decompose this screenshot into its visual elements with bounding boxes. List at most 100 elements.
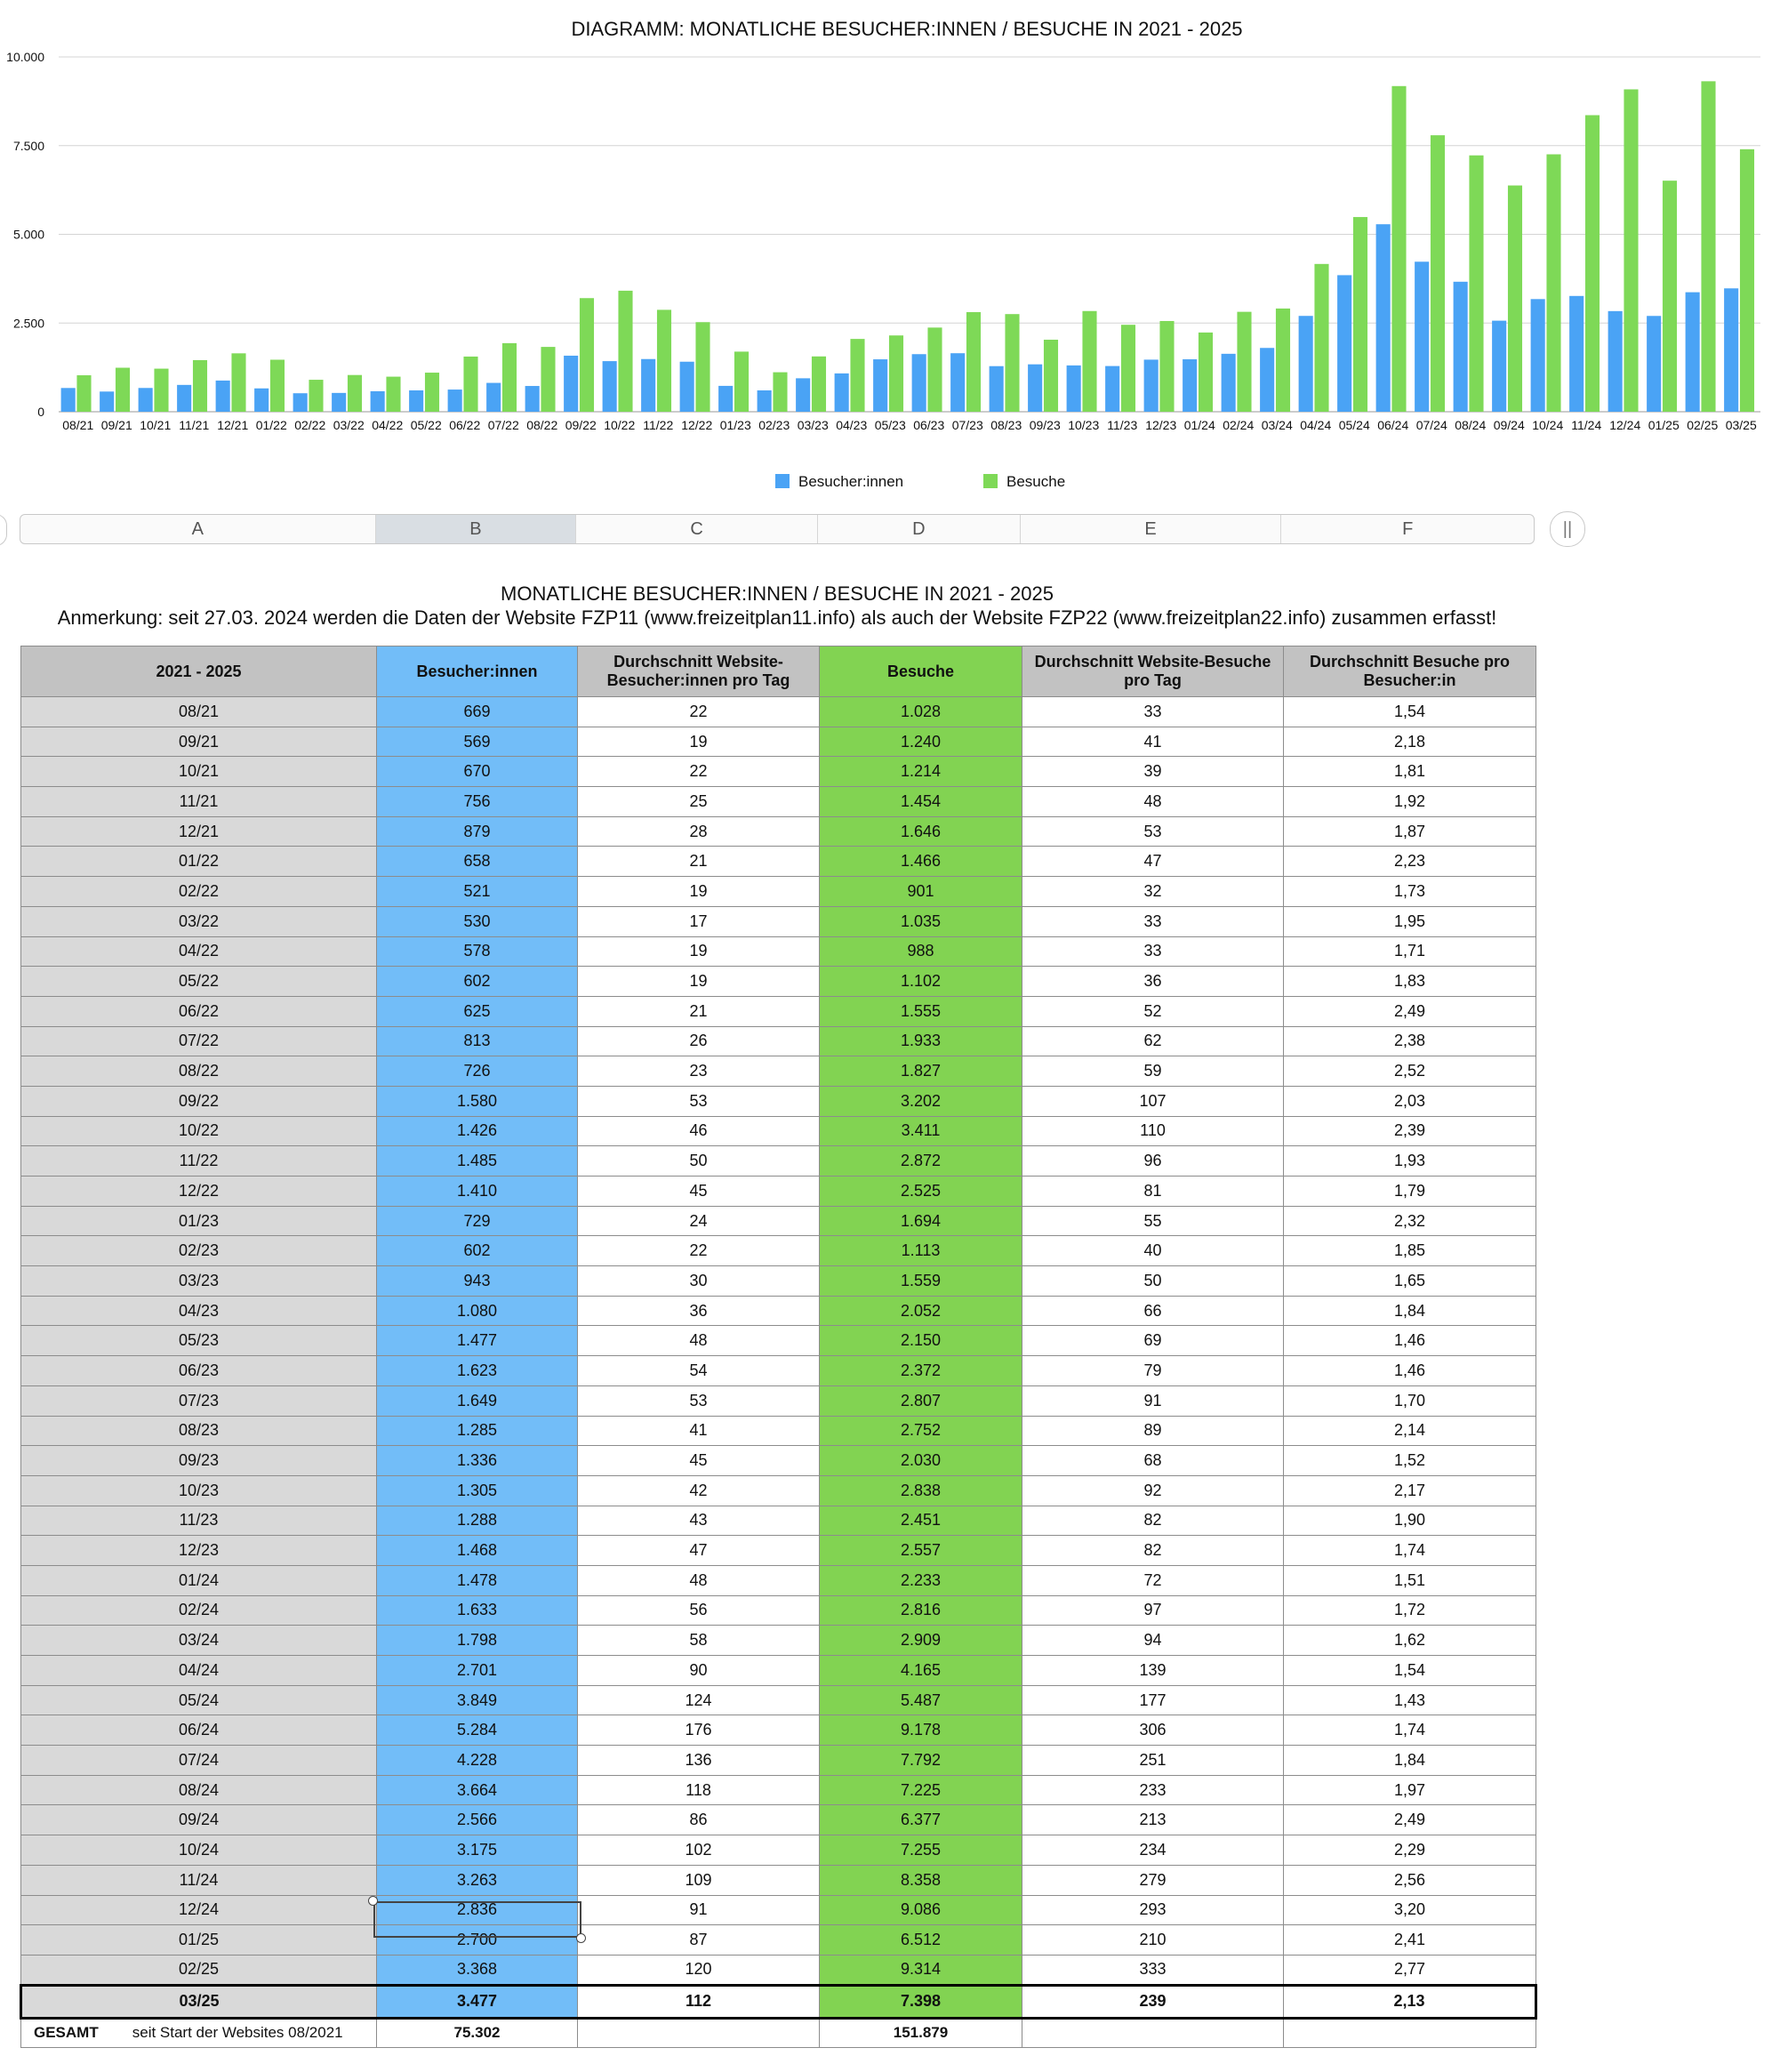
table-cell[interactable]: 17 (577, 905, 820, 937)
table-cell[interactable]: 1,74 (1283, 1715, 1536, 1747)
table-cell[interactable]: 46 (577, 1115, 820, 1147)
table-cell[interactable]: 07/22 (20, 1025, 377, 1057)
column-header-col-f[interactable]: Durchschnitt Besuche pro Besucher:in (1283, 646, 1536, 697)
table-cell[interactable]: 1,84 (1283, 1295, 1536, 1327)
table-cell[interactable]: 2,49 (1283, 995, 1536, 1027)
table-cell[interactable]: 05/22 (20, 966, 377, 997)
table-cell[interactable]: 12/22 (20, 1176, 377, 1207)
table-cell[interactable]: 1,87 (1283, 815, 1536, 847)
table-cell[interactable]: 1,54 (1283, 696, 1536, 727)
table-cell[interactable]: 234 (1022, 1835, 1284, 1866)
table-cell[interactable]: 5.487 (819, 1684, 1022, 1716)
table-cell[interactable]: 01/25 (20, 1924, 377, 1956)
table-cell[interactable]: 9.086 (819, 1894, 1022, 1926)
table-cell[interactable]: 2,29 (1283, 1835, 1536, 1866)
table-cell[interactable]: 107 (1022, 1085, 1284, 1117)
table-cell[interactable]: 1.410 (376, 1176, 578, 1207)
table-cell[interactable]: 2,17 (1283, 1474, 1536, 1506)
table-cell[interactable]: 01/22 (20, 846, 377, 878)
table-cell[interactable]: 1.933 (819, 1025, 1022, 1057)
table-cell[interactable]: 82 (1022, 1505, 1284, 1537)
table-cell[interactable]: 12/23 (20, 1535, 377, 1566)
table-cell[interactable]: 1,90 (1283, 1505, 1536, 1537)
table-cell[interactable]: 1,74 (1283, 1535, 1536, 1566)
table-cell[interactable]: 03/25 (20, 1983, 377, 2020)
selection-handle-bottom-right[interactable] (576, 1933, 586, 1943)
table-cell[interactable]: 22 (577, 696, 820, 727)
table-cell[interactable]: 30 (577, 1265, 820, 1297)
table-cell[interactable]: 11/24 (20, 1864, 377, 1896)
table-cell[interactable]: 03/24 (20, 1625, 377, 1656)
table-cell[interactable]: 1,51 (1283, 1564, 1536, 1596)
table-cell[interactable]: 2.030 (819, 1445, 1022, 1476)
table-cell[interactable]: 10/22 (20, 1115, 377, 1147)
total-besuche[interactable]: 151.879 (819, 2017, 1022, 2048)
table-cell[interactable]: 9.314 (819, 1954, 1022, 1986)
table-cell[interactable]: 756 (376, 786, 578, 817)
table-cell[interactable]: 4.228 (376, 1745, 578, 1776)
table-cell[interactable]: 48 (1022, 786, 1284, 817)
table-cell[interactable]: 09/22 (20, 1085, 377, 1117)
table-cell[interactable]: 06/24 (20, 1715, 377, 1747)
table-cell[interactable]: 1.555 (819, 995, 1022, 1027)
table-cell[interactable]: 2,13 (1283, 1983, 1537, 2020)
table-cell[interactable]: 2.872 (819, 1145, 1022, 1177)
table-cell[interactable]: 19 (577, 876, 820, 907)
table-cell[interactable]: 06/22 (20, 995, 377, 1027)
table-cell[interactable]: 36 (577, 1295, 820, 1327)
table-cell[interactable]: 3.202 (819, 1085, 1022, 1117)
table-cell[interactable]: 96 (1022, 1145, 1284, 1177)
table-cell[interactable]: 293 (1022, 1894, 1284, 1926)
table-cell[interactable]: 1.827 (819, 1056, 1022, 1087)
table-cell[interactable]: 530 (376, 905, 578, 937)
table-cell[interactable]: 1.035 (819, 905, 1022, 937)
table-cell[interactable]: 01/23 (20, 1205, 377, 1237)
table-cell[interactable]: 333 (1022, 1954, 1284, 1986)
table-cell[interactable]: 177 (1022, 1684, 1284, 1716)
table-cell[interactable]: 2.807 (819, 1385, 1022, 1417)
table-cell[interactable]: 9.178 (819, 1715, 1022, 1747)
table-cell[interactable]: 2.700 (376, 1924, 578, 1956)
table-cell[interactable]: 19 (577, 936, 820, 968)
table-cell[interactable]: 81 (1022, 1176, 1284, 1207)
table-cell[interactable]: 669 (376, 696, 578, 727)
table-cell[interactable]: 2.816 (819, 1594, 1022, 1626)
table-cell[interactable]: 136 (577, 1745, 820, 1776)
table-cell[interactable]: 53 (577, 1385, 820, 1417)
column-letter-e[interactable]: E (1021, 515, 1282, 543)
table-cell[interactable]: 19 (577, 726, 820, 758)
table-cell[interactable]: 3.664 (376, 1774, 578, 1806)
table-cell[interactable]: 1.426 (376, 1115, 578, 1147)
table-cell[interactable]: 48 (577, 1564, 820, 1596)
table-cell[interactable]: 1.240 (819, 726, 1022, 758)
table-cell[interactable]: 08/22 (20, 1056, 377, 1087)
table-cell[interactable]: 6.377 (819, 1804, 1022, 1836)
table-cell[interactable]: 2,03 (1283, 1085, 1536, 1117)
table-cell[interactable]: 658 (376, 846, 578, 878)
total-empty-cell[interactable] (1283, 2017, 1536, 2048)
table-cell[interactable]: 120 (577, 1954, 820, 1986)
table-cell[interactable]: 1.028 (819, 696, 1022, 727)
table-cell[interactable]: 86 (577, 1804, 820, 1836)
table-cell[interactable]: 2,39 (1283, 1115, 1536, 1147)
table-cell[interactable]: 53 (1022, 815, 1284, 847)
table-cell[interactable]: 08/23 (20, 1415, 377, 1447)
table-cell[interactable]: 82 (1022, 1535, 1284, 1566)
table-cell[interactable]: 1,95 (1283, 905, 1536, 937)
table-cell[interactable]: 139 (1022, 1655, 1284, 1686)
column-letter-c[interactable]: C (576, 515, 818, 543)
table-cell[interactable]: 02/24 (20, 1594, 377, 1626)
table-cell[interactable]: 11/22 (20, 1145, 377, 1177)
table-cell[interactable]: 943 (376, 1265, 578, 1297)
table-cell[interactable]: 32 (1022, 876, 1284, 907)
table-cell[interactable]: 01/24 (20, 1564, 377, 1596)
table-cell[interactable]: 210 (1022, 1924, 1284, 1956)
table-cell[interactable]: 62 (1022, 1025, 1284, 1057)
table-cell[interactable]: 2,14 (1283, 1415, 1536, 1447)
table-cell[interactable]: 988 (819, 936, 1022, 968)
table-cell[interactable]: 10/23 (20, 1474, 377, 1506)
table-cell[interactable]: 2,56 (1283, 1864, 1536, 1896)
table-cell[interactable]: 90 (577, 1655, 820, 1686)
table-cell[interactable]: 48 (577, 1325, 820, 1357)
table-cell[interactable]: 58 (577, 1625, 820, 1656)
